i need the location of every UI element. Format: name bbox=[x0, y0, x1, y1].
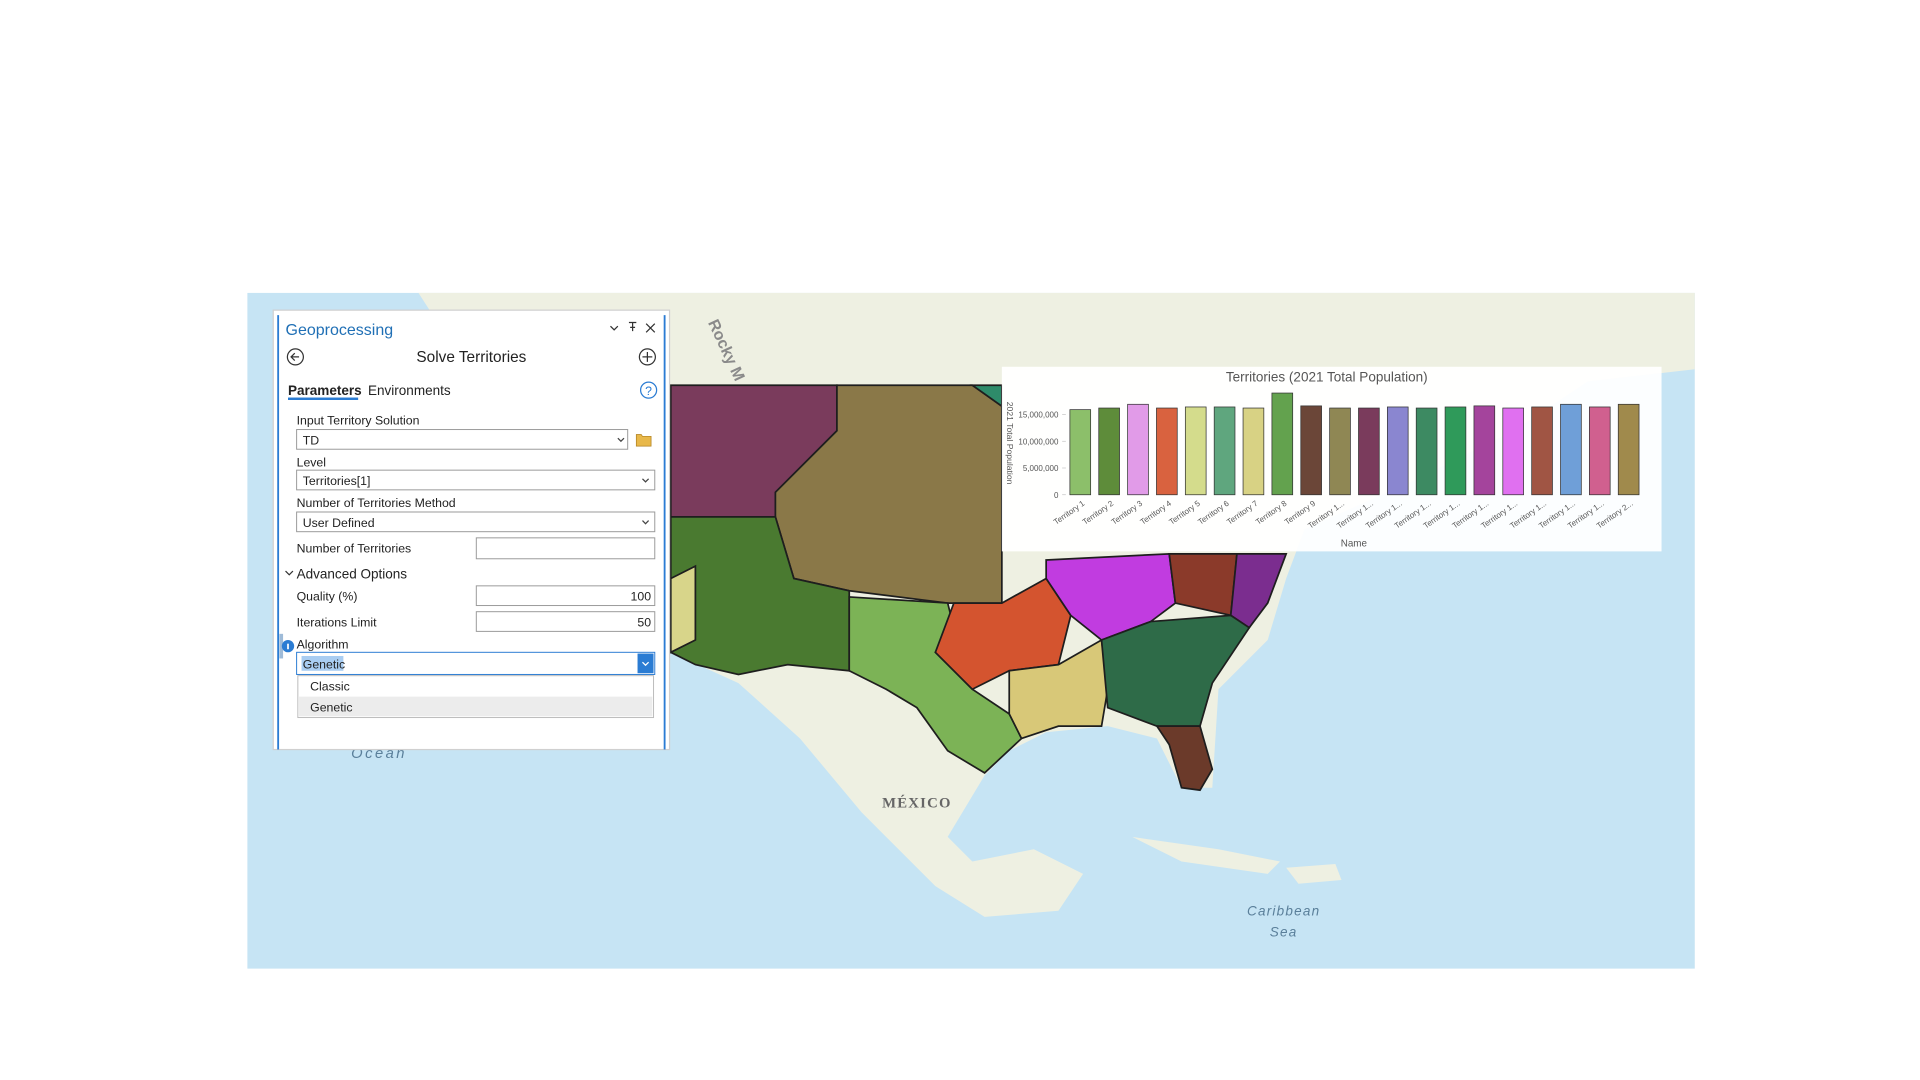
territory bbox=[1155, 725, 1214, 792]
field-label: Number of Territories Method bbox=[297, 496, 456, 510]
dropdown-option[interactable]: Genetic bbox=[310, 700, 352, 714]
map-label: Caribbean bbox=[1247, 904, 1320, 919]
dropdown-arrow bbox=[617, 437, 625, 443]
bar bbox=[1531, 406, 1553, 496]
territories bbox=[669, 384, 1288, 792]
info-bar bbox=[279, 633, 284, 659]
input-box[interactable] bbox=[475, 585, 656, 607]
help-icon: ? bbox=[645, 384, 652, 398]
geoprocessing-pane: Geoprocessing Solve Territories Paramete… bbox=[272, 309, 671, 751]
add-button[interactable] bbox=[638, 348, 657, 366]
territory bbox=[1008, 638, 1109, 740]
input-box[interactable] bbox=[296, 429, 629, 450]
input-box[interactable] bbox=[296, 651, 656, 675]
bar bbox=[1156, 407, 1178, 496]
hover-row bbox=[299, 696, 653, 717]
bar bbox=[1386, 406, 1409, 496]
territory bbox=[669, 516, 851, 676]
bar bbox=[1415, 407, 1438, 496]
bar bbox=[1127, 403, 1149, 496]
field-label: Algorithm bbox=[297, 638, 349, 652]
bar bbox=[1473, 405, 1496, 496]
dropdown-arrow bbox=[642, 478, 650, 483]
input-box[interactable] bbox=[296, 469, 656, 491]
selection bbox=[301, 656, 344, 671]
y-tick-label: 0 bbox=[1054, 491, 1059, 500]
pane-title: Geoprocessing bbox=[286, 322, 394, 339]
cuba bbox=[1132, 836, 1280, 874]
field-label: Iterations Limit bbox=[297, 615, 378, 629]
input-box[interactable] bbox=[475, 537, 656, 560]
map-label: Sea bbox=[1270, 925, 1298, 940]
expand-icon[interactable] bbox=[285, 570, 294, 576]
bar bbox=[1271, 392, 1294, 496]
bar bbox=[1589, 406, 1611, 496]
field-label: Number of Territories bbox=[297, 542, 412, 556]
tool-title: Solve Territories bbox=[416, 349, 526, 366]
bar bbox=[1617, 403, 1640, 496]
field-value: Territories[1] bbox=[303, 474, 371, 488]
hispaniola bbox=[1286, 864, 1342, 884]
dropdown-arrow bbox=[642, 520, 650, 525]
info-glyph bbox=[287, 643, 289, 650]
field-value: Genetic bbox=[303, 657, 345, 671]
chart-title: Territories (2021 Total Population) bbox=[1226, 370, 1428, 385]
field-label: Quality (%) bbox=[297, 590, 358, 604]
tab[interactable]: Environments bbox=[368, 383, 451, 398]
territory bbox=[669, 564, 697, 654]
bar bbox=[1444, 406, 1467, 496]
add-icon bbox=[642, 352, 653, 362]
dropdown-button[interactable] bbox=[637, 653, 654, 674]
bar bbox=[1242, 407, 1265, 496]
bar bbox=[1358, 407, 1380, 496]
territory bbox=[1100, 614, 1251, 728]
field-value: 50 bbox=[637, 615, 651, 629]
chart: Territories (2021 Total Population) 2021… bbox=[1001, 366, 1662, 552]
field-label: Level bbox=[297, 455, 326, 469]
pin-icon[interactable] bbox=[628, 321, 637, 332]
y-axis-title: 2021 Total Population bbox=[1005, 402, 1015, 485]
folder-icon[interactable] bbox=[635, 434, 652, 447]
bar bbox=[1184, 406, 1207, 496]
tab-underline bbox=[288, 397, 359, 400]
back-arrow bbox=[290, 352, 300, 362]
x-axis-title: Name bbox=[1341, 538, 1368, 549]
field-label: Input Territory Solution bbox=[297, 414, 420, 428]
field-value: TD bbox=[303, 433, 320, 447]
menu-icon[interactable] bbox=[610, 325, 619, 331]
help-button[interactable] bbox=[640, 381, 658, 399]
y-tick-label: 10,000,000 bbox=[1018, 437, 1059, 446]
bar bbox=[1329, 407, 1351, 496]
y-tick-label: 5,000,000 bbox=[1023, 464, 1059, 473]
field-value: User Defined bbox=[303, 516, 375, 530]
field-value: 100 bbox=[631, 590, 652, 604]
close-icon[interactable] bbox=[645, 323, 656, 333]
section-header[interactable]: Advanced Options bbox=[297, 566, 408, 581]
dropdown-arrow bbox=[642, 661, 650, 667]
bar bbox=[1300, 405, 1322, 496]
territory bbox=[1229, 552, 1288, 629]
bar bbox=[1069, 409, 1092, 496]
input-box[interactable] bbox=[475, 611, 656, 632]
y-tick-label: 15,000,000 bbox=[1018, 411, 1059, 420]
input-box[interactable] bbox=[296, 511, 656, 533]
map-label: MÉXICO bbox=[882, 794, 952, 811]
dropdown-option[interactable]: Classic bbox=[310, 679, 350, 693]
bar bbox=[1098, 407, 1120, 496]
bar bbox=[1502, 407, 1524, 496]
tab[interactable]: Parameters bbox=[288, 383, 362, 398]
bar bbox=[1213, 406, 1236, 496]
bar bbox=[1560, 403, 1582, 496]
back-button[interactable] bbox=[286, 348, 305, 366]
